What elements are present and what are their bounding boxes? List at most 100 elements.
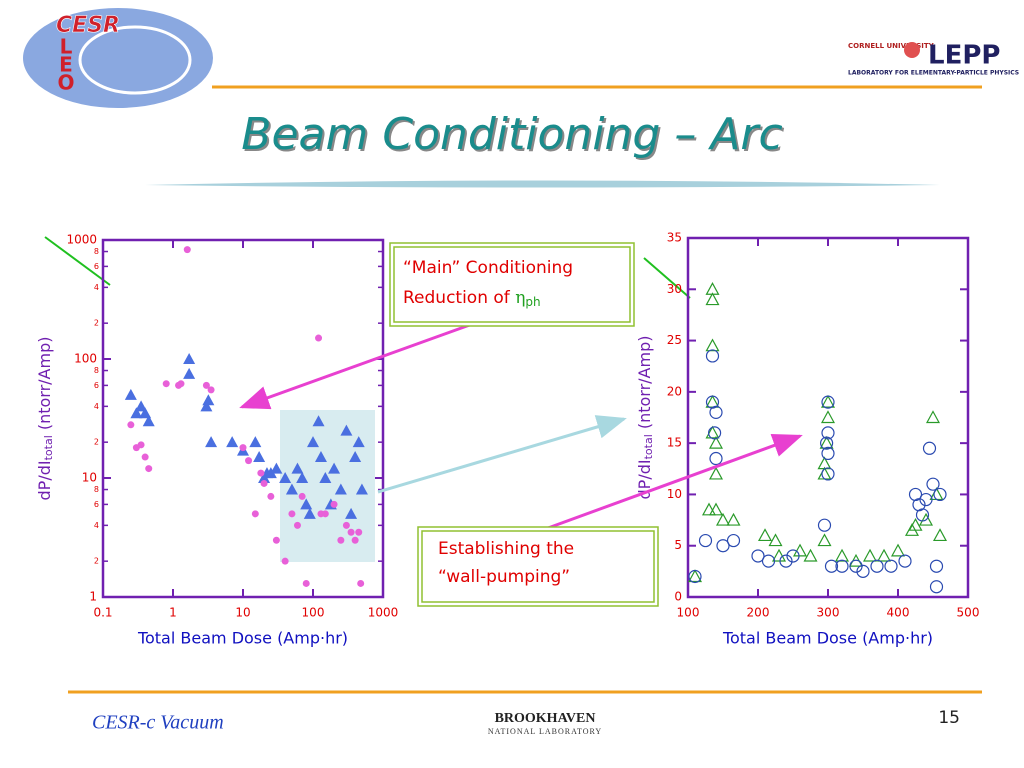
- x-axis-label: Total Beam Dose (Amp·hr): [137, 629, 348, 648]
- logo-mark: [904, 42, 920, 58]
- callout-text: “wall-pumping”: [438, 567, 570, 587]
- point: [347, 528, 355, 536]
- point: [918, 512, 934, 526]
- title: Beam Conditioning – Arc: [241, 109, 782, 160]
- highlight-region: [280, 410, 375, 562]
- point: [226, 436, 239, 448]
- callout-box-inner: [393, 246, 631, 323]
- x-tick-label: 100: [302, 606, 325, 620]
- point: [862, 548, 878, 562]
- point: [202, 381, 210, 389]
- point: [142, 415, 155, 427]
- y-tick-label: 5: [674, 538, 682, 552]
- point: [688, 569, 702, 584]
- point: [929, 580, 944, 594]
- point: [330, 500, 338, 508]
- arrow: [239, 320, 479, 410]
- point: [876, 548, 892, 562]
- point: [792, 543, 808, 557]
- logo-lepp: LEPP: [928, 41, 1000, 71]
- point: [251, 510, 259, 518]
- point: [884, 559, 898, 573]
- point: [709, 405, 723, 419]
- point: [856, 564, 870, 578]
- x-tick-label: 1000: [368, 606, 399, 620]
- point: [334, 483, 347, 495]
- y-minor-tick-label: 4: [94, 283, 99, 292]
- callout-box: [417, 526, 659, 607]
- point: [761, 554, 776, 568]
- point: [929, 559, 944, 573]
- y-minor-tick-label: 2: [94, 557, 99, 566]
- point: [321, 510, 329, 518]
- y-axis-label-main: dP/dI: [635, 459, 654, 499]
- point: [715, 512, 731, 526]
- point: [726, 533, 741, 548]
- point: [315, 334, 323, 342]
- point: [135, 400, 148, 412]
- point: [835, 559, 849, 573]
- point: [337, 536, 345, 544]
- point: [890, 543, 906, 557]
- point: [302, 579, 310, 587]
- page-number: 15: [938, 708, 960, 728]
- x-axis-label: Total Beam Dose (Amp·hr): [722, 629, 933, 648]
- point: [820, 394, 836, 408]
- arrow: [377, 415, 627, 494]
- point: [183, 367, 196, 379]
- y-minor-tick-label: 8: [94, 247, 99, 256]
- point: [705, 349, 720, 363]
- point: [834, 548, 850, 562]
- point: [253, 451, 266, 463]
- point: [870, 559, 884, 573]
- point: [821, 467, 835, 481]
- point: [701, 502, 717, 516]
- x-tick-label: 300: [817, 606, 840, 620]
- point: [779, 554, 793, 568]
- y-minor-tick-label: 2: [94, 319, 99, 328]
- point: [849, 559, 863, 573]
- point: [162, 380, 170, 388]
- logo-letter: E: [59, 53, 73, 77]
- guide-line: [643, 257, 691, 299]
- point: [705, 292, 720, 306]
- logo-brookhaven: BROOKHAVEN: [495, 711, 596, 726]
- logo-bnl-sub: NATIONAL LABORATORY: [488, 727, 602, 736]
- x-tick-label: 200: [747, 606, 770, 620]
- point: [141, 453, 149, 461]
- point: [264, 467, 277, 479]
- point: [342, 521, 350, 529]
- point: [328, 462, 341, 474]
- point: [257, 469, 265, 477]
- point: [355, 483, 368, 495]
- point: [137, 441, 145, 449]
- point: [200, 400, 213, 412]
- point: [821, 395, 835, 409]
- point: [919, 492, 933, 507]
- callout-text: Establishing the: [438, 539, 574, 559]
- y-tick-label: 1000: [66, 233, 97, 247]
- y-minor-tick-label: 6: [94, 500, 99, 509]
- point: [922, 441, 937, 455]
- point: [239, 444, 247, 452]
- point: [298, 492, 306, 500]
- point: [130, 407, 143, 419]
- x-tick-label: 0.1: [93, 606, 112, 620]
- point: [124, 388, 137, 400]
- callout-sub: ph: [525, 295, 540, 309]
- point: [183, 353, 196, 364]
- point: [771, 548, 787, 562]
- point: [285, 483, 298, 495]
- y-tick-label: 25: [667, 333, 682, 347]
- point: [803, 548, 818, 562]
- point: [270, 462, 283, 474]
- title-shadow: Beam Conditioning – Arc: [243, 111, 784, 162]
- point: [820, 410, 836, 424]
- point: [249, 436, 262, 448]
- x-tick-label: 10: [235, 606, 250, 620]
- logo-ring: [78, 25, 192, 95]
- point: [340, 424, 353, 436]
- callout-text: Reduction of: [403, 288, 515, 308]
- point: [288, 510, 296, 518]
